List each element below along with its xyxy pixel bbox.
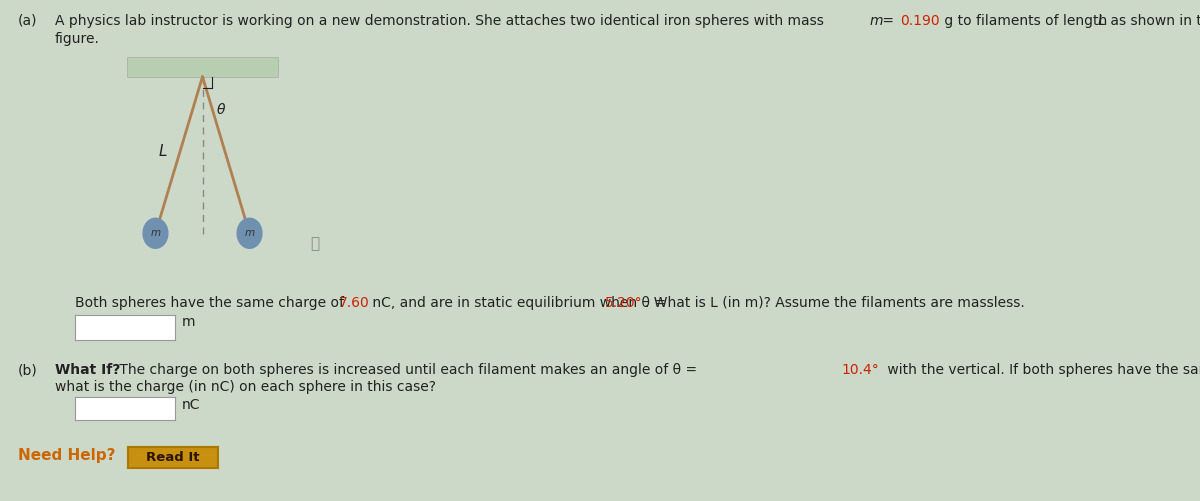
Text: The charge on both spheres is increased until each filament makes an angle of θ : The charge on both spheres is increased … bbox=[115, 363, 702, 377]
Text: L: L bbox=[1098, 14, 1105, 28]
Text: θ: θ bbox=[216, 103, 224, 117]
Text: with the vertical. If both spheres have the same electric charge,: with the vertical. If both spheres have … bbox=[883, 363, 1200, 377]
Text: (b): (b) bbox=[18, 363, 37, 377]
Text: . What is L (in m)? Assume the filaments are massless.: . What is L (in m)? Assume the filaments… bbox=[646, 296, 1025, 310]
Text: g to filaments of length: g to filaments of length bbox=[940, 14, 1111, 28]
Bar bbox=[127, 57, 278, 77]
Text: Read It: Read It bbox=[146, 451, 199, 464]
Text: 5.20°: 5.20° bbox=[605, 296, 643, 310]
Text: L: L bbox=[158, 144, 167, 159]
Text: (a): (a) bbox=[18, 14, 37, 28]
Text: A physics lab instructor is working on a new demonstration. She attaches two ide: A physics lab instructor is working on a… bbox=[55, 14, 828, 28]
Circle shape bbox=[143, 218, 168, 248]
Text: 10.4°: 10.4° bbox=[841, 363, 878, 377]
Text: =: = bbox=[878, 14, 899, 28]
Text: nC, and are in static equilibrium when θ =: nC, and are in static equilibrium when θ… bbox=[368, 296, 671, 310]
Text: m: m bbox=[870, 14, 883, 28]
Text: 0.190: 0.190 bbox=[900, 14, 940, 28]
Text: Both spheres have the same charge of: Both spheres have the same charge of bbox=[74, 296, 348, 310]
Text: what is the charge (in nC) on each sphere in this case?: what is the charge (in nC) on each spher… bbox=[55, 380, 436, 394]
Text: m: m bbox=[182, 315, 196, 329]
Text: Need Help?: Need Help? bbox=[18, 448, 115, 463]
Circle shape bbox=[238, 218, 262, 248]
Text: 7.60: 7.60 bbox=[338, 296, 370, 310]
Text: m: m bbox=[245, 228, 254, 238]
Text: as shown in the: as shown in the bbox=[1106, 14, 1200, 28]
Text: figure.: figure. bbox=[55, 32, 100, 46]
Text: What If?: What If? bbox=[55, 363, 120, 377]
Text: nC: nC bbox=[182, 398, 200, 412]
Text: ⓘ: ⓘ bbox=[311, 236, 320, 251]
Text: m: m bbox=[150, 228, 161, 238]
